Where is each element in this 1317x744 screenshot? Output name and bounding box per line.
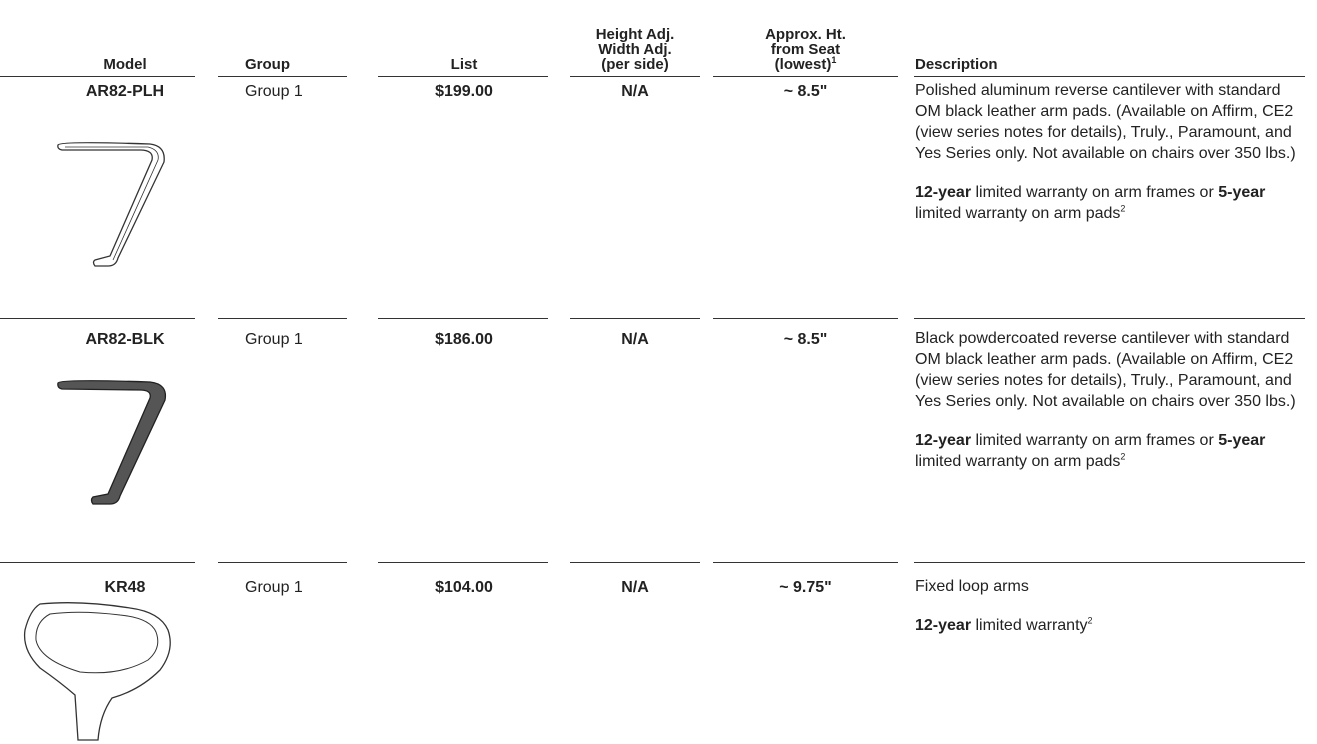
rule — [570, 76, 700, 77]
text-run: Fixed loop arms — [915, 578, 1029, 595]
header-line: Height Adj. — [570, 27, 700, 42]
text-run: Width Adj. — [598, 41, 672, 58]
paragraph: 12-year limited warranty on arm frames o… — [915, 430, 1300, 472]
cell-description: Polished aluminum reverse cantilever wit… — [915, 80, 1300, 242]
text-run: List — [450, 56, 478, 73]
text-run: Description — [915, 56, 998, 73]
cell-model: AR82-BLK — [85, 331, 165, 348]
paragraph: Black powdercoated reverse cantilever wi… — [915, 328, 1300, 412]
paragraph: 12-year limited warranty2 — [915, 615, 1300, 636]
rule — [914, 76, 1305, 77]
text-run: Height Adj. — [595, 26, 675, 43]
column-header: Description — [915, 57, 1307, 72]
text-run: Polished aluminum reverse cantilever wit… — [915, 82, 1296, 162]
header-line: (per side) — [570, 57, 700, 72]
arm-loop-inner — [35, 611, 159, 674]
rule — [0, 318, 195, 319]
cell-description: Black powdercoated reverse cantilever wi… — [915, 328, 1300, 490]
text-run: Approx. Ht. — [765, 26, 846, 43]
text-run: 5-year — [1218, 432, 1266, 449]
text-run: 2 — [1120, 203, 1126, 214]
column-header: List — [380, 57, 548, 72]
header-line: List — [380, 57, 548, 72]
cell-model: AR82-PLH — [85, 83, 165, 100]
rule — [0, 76, 195, 77]
rule — [914, 562, 1305, 563]
column-header: Model — [55, 57, 195, 72]
text-run: limited warranty on arm pads — [915, 205, 1121, 222]
header-line: from Seat — [713, 42, 898, 57]
arm-loop — [23, 602, 171, 741]
column-header: Approx. Ht. from Seat (lowest)1 — [713, 27, 898, 72]
paragraph: Polished aluminum reverse cantilever wit… — [915, 80, 1300, 164]
cell-height: ~ 9.75" — [779, 579, 832, 596]
arm-polished-inner — [65, 146, 159, 261]
rule — [0, 562, 195, 563]
text-run: from Seat — [770, 41, 841, 58]
cell-description: Fixed loop arms 12-year limited warranty2 — [915, 576, 1300, 654]
cell-list: $199.00 — [435, 83, 493, 100]
text-run: Model — [103, 56, 147, 73]
rule — [378, 318, 548, 319]
text-run: limited warranty on arm frames or — [971, 184, 1219, 201]
cell-group: Group 1 — [245, 579, 303, 596]
text-run: (per side) — [601, 56, 669, 73]
text-run: (lowest) — [774, 56, 832, 73]
text-run: 5-year — [1218, 184, 1266, 201]
rule — [570, 318, 700, 319]
text-run: limited warranty on arm pads — [915, 453, 1121, 470]
rule — [218, 318, 347, 319]
text-run: 2 — [1087, 615, 1093, 626]
header-line: Width Adj. — [570, 42, 700, 57]
arm-black — [57, 380, 167, 505]
header-line: Approx. Ht. — [713, 27, 898, 42]
cell-group: Group 1 — [245, 331, 303, 348]
rule — [713, 562, 898, 563]
cell-height: ~ 8.5" — [783, 331, 828, 348]
text-run: Black powdercoated reverse cantilever wi… — [915, 330, 1296, 410]
arm-polished — [57, 142, 165, 267]
text-run: limited warranty on arm frames or — [971, 432, 1219, 449]
text-run: 1 — [831, 55, 837, 65]
header-line: Model — [55, 57, 195, 72]
rule — [378, 76, 548, 77]
text-run: 2 — [1120, 451, 1126, 462]
text-run: 12-year — [915, 432, 972, 449]
cell-adjust: N/A — [621, 579, 649, 596]
cell-height: ~ 8.5" — [783, 83, 828, 100]
cell-model: KR48 — [104, 579, 146, 596]
rule — [713, 318, 898, 319]
paragraph: 12-year limited warranty on arm frames o… — [915, 182, 1300, 224]
rule — [713, 76, 898, 77]
cell-adjust: N/A — [621, 331, 649, 348]
text-run: 12-year — [915, 617, 972, 634]
rule — [570, 562, 700, 563]
rule — [218, 76, 347, 77]
header-line: Description — [915, 57, 1307, 72]
rule — [218, 562, 347, 563]
cell-list: $186.00 — [435, 331, 493, 348]
cell-group: Group 1 — [245, 83, 303, 100]
rule — [914, 318, 1305, 319]
text-run: Group — [245, 56, 290, 73]
cell-adjust: N/A — [621, 83, 649, 100]
rule — [378, 562, 548, 563]
cell-list: $104.00 — [435, 579, 493, 596]
header-line: (lowest)1 — [713, 55, 898, 73]
column-header: Group — [245, 57, 345, 72]
header-line: Group — [245, 57, 345, 72]
column-header: Height Adj. Width Adj. (per side) — [570, 27, 700, 72]
text-run: limited warranty — [971, 617, 1088, 634]
paragraph: Fixed loop arms — [915, 576, 1300, 597]
text-run: 12-year — [915, 184, 972, 201]
